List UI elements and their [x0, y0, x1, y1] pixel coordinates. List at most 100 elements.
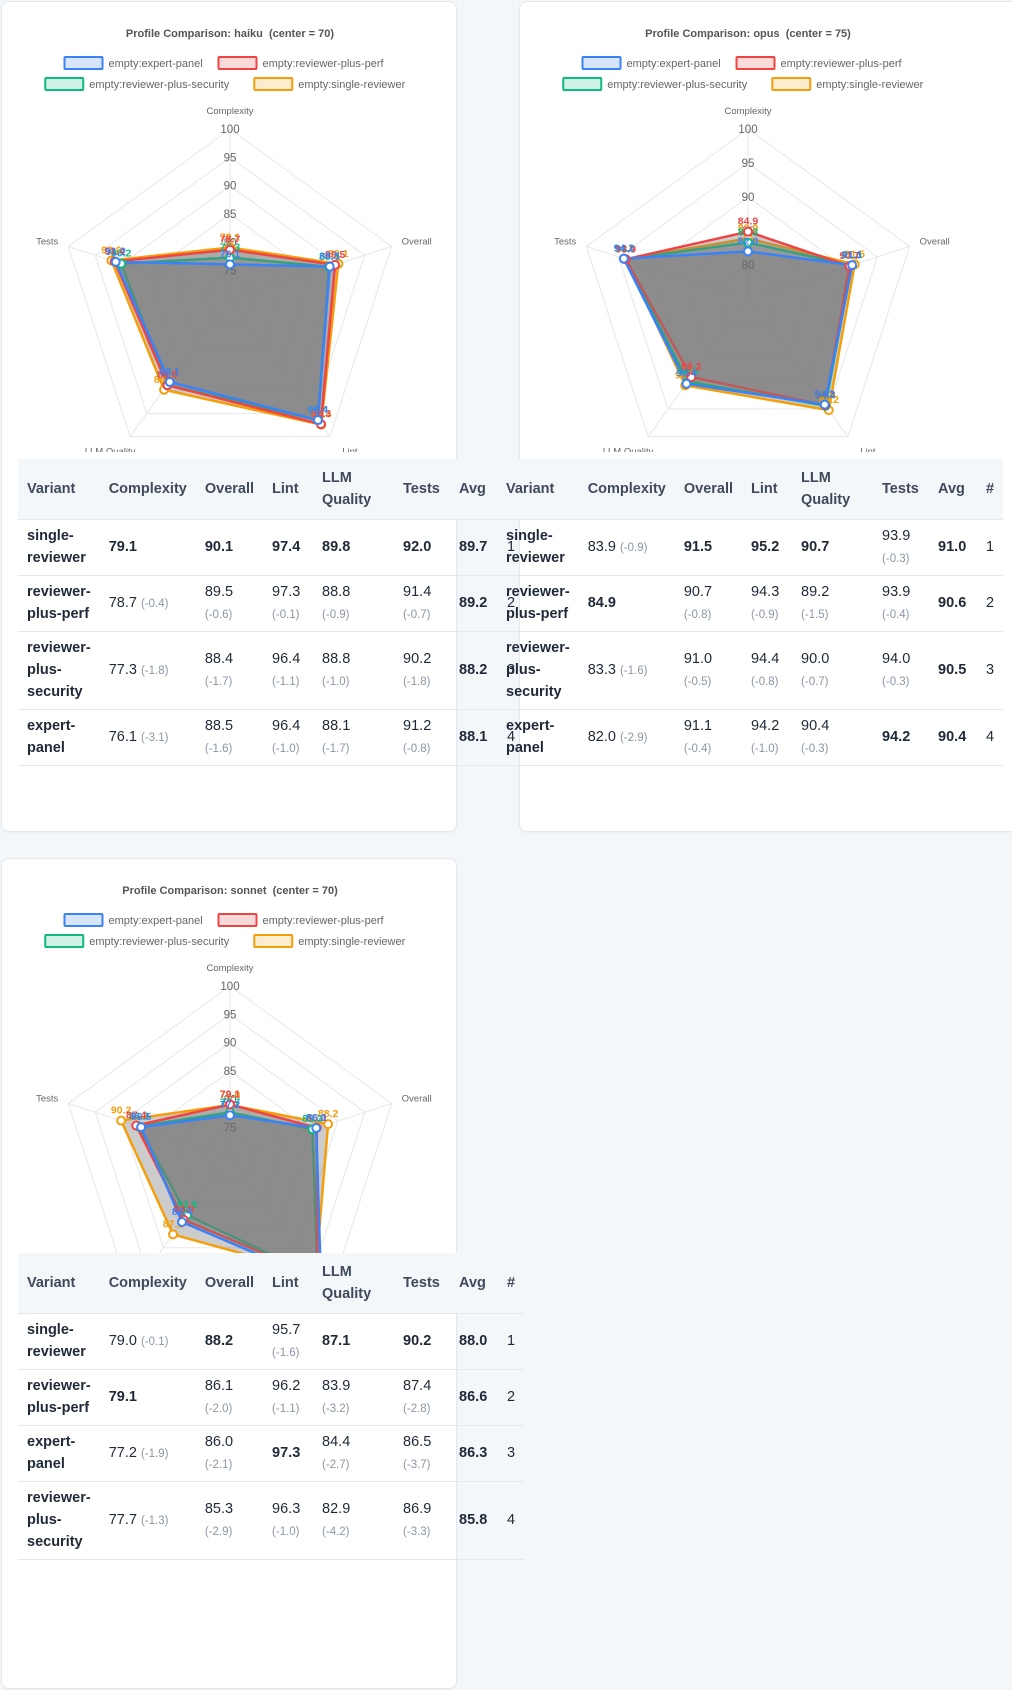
- axis-label-tests: Tests: [36, 1093, 58, 1104]
- rank-cell: 4: [977, 709, 1004, 766]
- rank-cell: 3: [498, 1425, 525, 1482]
- column-header-overall[interactable]: Overall: [195, 459, 264, 520]
- score-cell-lint: 94.2 (-1.0): [742, 709, 793, 766]
- panel-opus: Profile Comparison: opus (center = 75) em…: [497, 1, 1012, 832]
- axis-label-llm-quality: LLM Quality: [603, 447, 654, 452]
- column-header-llm-quality[interactable]: LLM Quality: [792, 459, 874, 520]
- data-point[interactable]: [324, 261, 335, 272]
- column-header-avg[interactable]: Avg: [929, 459, 978, 520]
- legend-item-expert-panel[interactable]: empty:expert-panel: [63, 913, 203, 927]
- column-header-complexity[interactable]: Complexity: [99, 459, 196, 520]
- points-reviewer-plus-security: 77.785.396.382.986.9: [129, 1096, 328, 1282]
- score-cell-overall: 89.5 (-0.6): [195, 575, 264, 632]
- tick-label: 100: [220, 124, 239, 136]
- legend-item-reviewer-plus-perf[interactable]: empty:reviewer-plus-perf: [217, 56, 385, 70]
- column-header-lint[interactable]: Lint: [263, 1253, 314, 1314]
- legend-item-reviewer-plus-perf[interactable]: empty:reviewer-plus-perf: [217, 913, 385, 927]
- column-header-complexity[interactable]: Complexity: [578, 459, 675, 520]
- column-header-overall[interactable]: Overall: [195, 1253, 264, 1314]
- data-point[interactable]: [312, 415, 323, 426]
- column-header-llm-quality[interactable]: LLM Quality: [313, 1253, 395, 1314]
- variant-name: reviewer-plus-security: [18, 1481, 100, 1560]
- radar-chart-sonnet: Profile Comparison: sonnet (center = 70)…: [2, 859, 458, 1309]
- score-cell-lint: 94.3 (-0.9): [742, 575, 793, 632]
- data-point[interactable]: [116, 1115, 127, 1126]
- score-cell-llm-quality: 83.9 (-3.2): [313, 1369, 395, 1426]
- axis-label-tests: Tests: [36, 236, 58, 247]
- delta-value: (-3.3): [403, 1525, 431, 1538]
- delta-value: (-1.0): [272, 742, 300, 755]
- data-point[interactable]: [618, 253, 629, 264]
- delta-value: (-1.9): [140, 1447, 169, 1460]
- column-header-rank[interactable]: #: [977, 459, 1004, 520]
- legend-item-reviewer-plus-perf[interactable]: empty:reviewer-plus-perf: [735, 56, 903, 70]
- legend-item-single-reviewer[interactable]: empty:single-reviewer: [253, 77, 406, 91]
- axis-label-overall: Overall: [402, 236, 432, 247]
- scores-table: Variant Complexity Overall Lint LLM Quality Te…: [497, 459, 1004, 766]
- axis-label-complexity: Complexity: [725, 106, 772, 117]
- delta-value: (-0.5): [683, 675, 712, 688]
- column-header-tests[interactable]: Tests: [873, 459, 930, 520]
- column-header-rank[interactable]: #: [498, 1253, 525, 1314]
- legend-item-reviewer-plus-security[interactable]: empty:reviewer-plus-security: [44, 934, 230, 948]
- score-cell-overall: 85.3 (-2.9): [195, 1481, 264, 1560]
- rank-cell: 4: [498, 1481, 525, 1560]
- column-header-llm-quality[interactable]: LLM Quality: [313, 459, 395, 520]
- score-cell-overall: 86.1 (-2.0): [195, 1369, 264, 1426]
- data-point[interactable]: [225, 1110, 235, 1121]
- data-point[interactable]: [681, 378, 692, 389]
- score-cell-overall: 86.0 (-2.1): [195, 1425, 264, 1482]
- data-label: 79.1: [220, 231, 241, 243]
- score-cell-complexity: 83.3 (-1.6): [578, 631, 675, 710]
- variant-name: reviewer-plus-perf: [18, 1369, 100, 1426]
- legend-item-reviewer-plus-security[interactable]: empty:reviewer-plus-security: [44, 77, 230, 91]
- data-point[interactable]: [323, 1119, 334, 1130]
- legend-item-expert-panel[interactable]: empty:expert-panel: [581, 56, 721, 70]
- legend-item-reviewer-plus-security[interactable]: empty:reviewer-plus-security: [562, 77, 748, 91]
- column-header-avg[interactable]: Avg: [450, 1253, 499, 1314]
- data-point[interactable]: [136, 1122, 147, 1133]
- data-point[interactable]: [847, 260, 858, 271]
- column-header-variant[interactable]: Variant: [497, 459, 579, 520]
- column-header-tests[interactable]: Tests: [394, 1253, 451, 1314]
- legend-item-expert-panel[interactable]: empty:expert-panel: [63, 56, 203, 70]
- column-header-lint[interactable]: Lint: [263, 459, 314, 520]
- data-point[interactable]: [225, 244, 235, 255]
- data-point[interactable]: [168, 1229, 179, 1240]
- avg-cell: 90.5: [929, 631, 978, 710]
- data-label: 86.5: [131, 1111, 152, 1123]
- data-point[interactable]: [225, 1099, 235, 1110]
- legend-item-single-reviewer[interactable]: empty:single-reviewer: [771, 77, 924, 91]
- column-header-complexity[interactable]: Complexity: [99, 1253, 196, 1314]
- data-point[interactable]: [225, 259, 235, 270]
- avg-cell: 89.7: [450, 519, 499, 576]
- delta-value: (-0.1): [272, 608, 300, 621]
- data-point[interactable]: [110, 256, 121, 267]
- scores-table-sonnet: Variant Complexity Overall Lint LLM Quality Te…: [18, 1253, 525, 1560]
- data-point[interactable]: [311, 1122, 322, 1133]
- data-point[interactable]: [686, 372, 697, 383]
- data-point[interactable]: [177, 1217, 188, 1228]
- rank-cell: 2: [977, 575, 1004, 632]
- data-point[interactable]: [164, 376, 175, 387]
- axis-label-complexity: Complexity: [207, 963, 254, 974]
- data-point[interactable]: [819, 399, 830, 410]
- delta-value: (-3.1): [140, 731, 169, 744]
- data-label: 94.0: [615, 243, 636, 255]
- column-header-tests[interactable]: Tests: [394, 459, 451, 520]
- data-label: 89.2: [681, 361, 702, 373]
- column-header-overall[interactable]: Overall: [674, 459, 743, 520]
- column-header-lint[interactable]: Lint: [742, 459, 793, 520]
- column-header-avg[interactable]: Avg: [450, 459, 499, 520]
- delta-value: (-0.8): [751, 675, 779, 688]
- data-point[interactable]: [743, 226, 753, 237]
- data-label: 91.4: [104, 246, 125, 258]
- delta-value: (-0.4): [683, 742, 712, 755]
- column-header-variant[interactable]: Variant: [18, 459, 100, 520]
- delta-value: (-0.4): [140, 597, 169, 610]
- data-point[interactable]: [743, 246, 753, 257]
- legend-item-single-reviewer[interactable]: empty:single-reviewer: [253, 934, 406, 948]
- column-header-variant[interactable]: Variant: [18, 1253, 100, 1314]
- score-cell-tests: 90.2: [394, 1313, 451, 1370]
- tick-label: 85: [224, 1066, 237, 1078]
